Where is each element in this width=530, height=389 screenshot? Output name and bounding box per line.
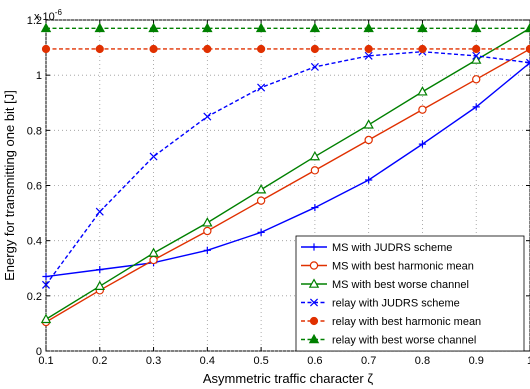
data-point	[363, 22, 374, 33]
legend-marker	[309, 316, 319, 326]
data-point	[95, 44, 104, 54]
data-point	[472, 51, 481, 60]
legend-marker	[308, 278, 320, 288]
data-point	[148, 247, 159, 257]
x-tick-label: 0.3	[146, 355, 161, 367]
y-scale-label: x 10-6	[34, 8, 62, 23]
legend-entry: MS with JUDRS scheme	[332, 242, 452, 254]
x-tick-label: 1	[527, 355, 530, 367]
legend-marker	[309, 298, 319, 307]
x-axis-label: Asymmetric traffic character ζ	[203, 371, 373, 386]
data-point	[149, 44, 158, 54]
data-point	[257, 228, 265, 236]
x-tick-label: 0.4	[200, 355, 215, 367]
data-point	[202, 22, 213, 33]
data-point	[309, 22, 321, 33]
series-6	[40, 22, 530, 33]
data-point	[364, 135, 373, 145]
data-point	[203, 226, 212, 236]
data-point	[203, 44, 212, 54]
grid	[45, 19, 530, 352]
data-point	[471, 54, 482, 64]
data-point	[310, 44, 319, 54]
data-point	[255, 22, 267, 33]
data-point	[203, 246, 211, 254]
data-point	[94, 22, 105, 33]
data-point	[471, 22, 482, 33]
legend-marker	[309, 261, 319, 270]
data-point	[418, 105, 427, 114]
series-line	[45, 51, 530, 286]
legend-entry: relay with best worse channel	[332, 335, 476, 347]
data-point	[525, 58, 530, 67]
data-point	[417, 86, 428, 96]
legend-box	[295, 235, 525, 352]
x-tick-label: 0.5	[253, 355, 268, 367]
y-tick-label: 0.8	[27, 125, 42, 137]
legend-entry: MS with best worse channel	[332, 279, 469, 291]
data-point	[524, 22, 530, 33]
y-tick-label: 0.2	[27, 291, 42, 303]
x-tick-label: 0.8	[415, 355, 430, 367]
legend-entry: relay with JUDRS scheme	[332, 298, 460, 310]
data-point	[149, 152, 158, 161]
data-point	[202, 217, 213, 227]
x-tick-label: 0.6	[307, 355, 322, 367]
data-point	[41, 280, 51, 289]
data-point	[255, 183, 267, 194]
data-point	[472, 44, 481, 54]
series-group	[40, 22, 530, 327]
legend-entry: MS with best harmonic mean	[332, 261, 474, 273]
data-point	[94, 280, 105, 290]
data-point	[310, 166, 320, 175]
data-point	[311, 203, 319, 212]
data-point	[365, 176, 373, 184]
series-5	[41, 44, 530, 54]
x-tick-label: 0.2	[92, 355, 107, 367]
data-point	[418, 44, 427, 54]
data-point	[42, 272, 50, 281]
series-line	[45, 62, 530, 278]
y-tick-label: 1	[36, 70, 42, 82]
data-point	[148, 22, 159, 33]
data-point	[256, 196, 266, 205]
legend-entry: relay with best harmonic mean	[332, 316, 481, 328]
data-point	[149, 255, 158, 265]
data-point	[257, 83, 266, 92]
data-point	[364, 51, 373, 60]
x-tick-label: 0.9	[469, 355, 484, 367]
data-point	[257, 44, 266, 54]
data-point	[309, 150, 321, 161]
y-tick-label: 0.4	[27, 236, 42, 248]
series-line	[45, 48, 530, 323]
data-point	[41, 44, 51, 54]
data-point	[363, 119, 374, 129]
data-point	[472, 75, 481, 84]
y-tick-label: 0	[36, 346, 42, 358]
data-point	[525, 44, 530, 54]
legend-marker	[310, 243, 318, 251]
series-line	[45, 27, 530, 320]
y-tick-label: 0.6	[27, 181, 42, 193]
data-point	[472, 103, 480, 111]
data-point	[95, 207, 104, 216]
data-point	[310, 62, 319, 71]
y-tick-label: 1.2	[27, 15, 42, 27]
x-tick-label: 0.7	[361, 355, 376, 367]
data-point	[418, 140, 427, 148]
data-point	[417, 22, 428, 33]
legend: MS with JUDRS scheme MS with best harmoni…	[295, 235, 525, 352]
data-point	[40, 22, 52, 33]
legend-marker	[308, 333, 320, 344]
data-point	[203, 112, 212, 121]
data-point	[364, 44, 373, 54]
x-tick-label: 0.1	[38, 355, 53, 367]
y-axis-label: Energy for transmitting one bit [J]	[2, 90, 17, 281]
data-point	[40, 313, 52, 324]
data-point	[96, 266, 104, 274]
